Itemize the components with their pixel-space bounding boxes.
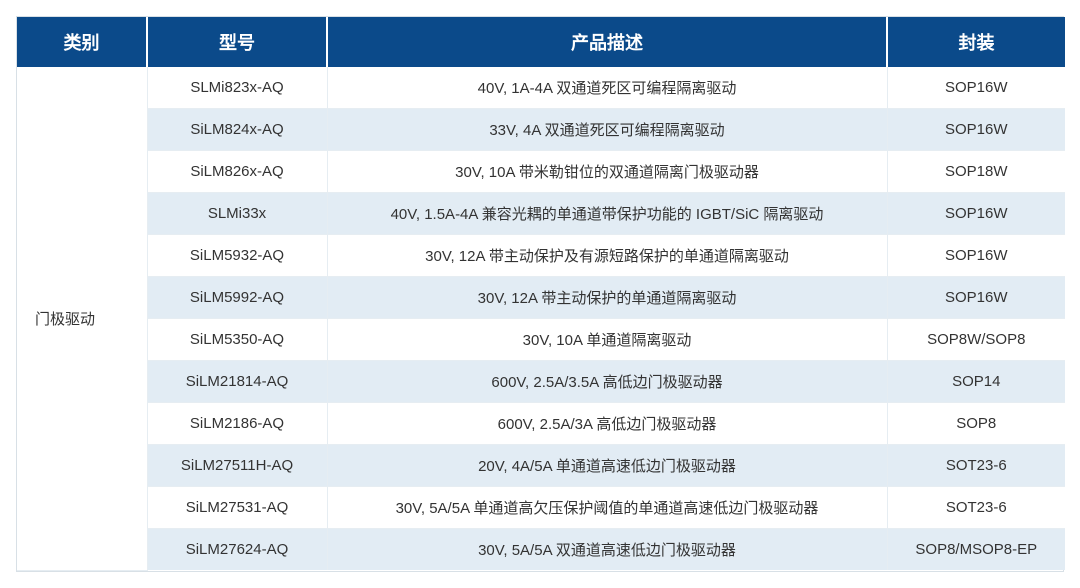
- table-row: SiLM27624-AQ 30V, 5A/5A 双通道高速低边门极驱动器 SOP…: [17, 529, 1065, 571]
- cell-model: SiLM826x-AQ: [147, 151, 327, 193]
- cell-desc: 30V, 12A 带主动保护及有源短路保护的单通道隔离驱动: [327, 235, 887, 277]
- table-body: 门极驱动 SLMi823x-AQ 40V, 1A-4A 双通道死区可编程隔离驱动…: [17, 67, 1065, 570]
- cell-package: SOP18W: [887, 151, 1065, 193]
- table-row: 门极驱动 SLMi823x-AQ 40V, 1A-4A 双通道死区可编程隔离驱动…: [17, 67, 1065, 109]
- cell-desc: 30V, 12A 带主动保护的单通道隔离驱动: [327, 277, 887, 319]
- cell-model: SiLM2186-AQ: [147, 403, 327, 445]
- col-header-category: 类别: [17, 17, 147, 67]
- table-row: SLMi33x 40V, 1.5A-4A 兼容光耦的单通道带保护功能的 IGBT…: [17, 193, 1065, 235]
- cell-desc: 40V, 1A-4A 双通道死区可编程隔离驱动: [327, 67, 887, 109]
- cell-desc: 30V, 10A 带米勒钳位的双通道隔离门极驱动器: [327, 151, 887, 193]
- col-header-desc: 产品描述: [327, 17, 887, 67]
- table-row: SiLM21814-AQ 600V, 2.5A/3.5A 高低边门极驱动器 SO…: [17, 361, 1065, 403]
- table-row: SiLM5932-AQ 30V, 12A 带主动保护及有源短路保护的单通道隔离驱…: [17, 235, 1065, 277]
- cell-desc: 20V, 4A/5A 单通道高速低边门极驱动器: [327, 445, 887, 487]
- cell-model: SiLM5932-AQ: [147, 235, 327, 277]
- product-table: 类别 型号 产品描述 封装 门极驱动 SLMi823x-AQ 40V, 1A-4…: [17, 17, 1065, 571]
- cell-package: SOP16W: [887, 235, 1065, 277]
- table-row: SiLM824x-AQ 33V, 4A 双通道死区可编程隔离驱动 SOP16W: [17, 109, 1065, 151]
- category-cell: 门极驱动: [17, 67, 147, 570]
- table-row: SiLM27511H-AQ 20V, 4A/5A 单通道高速低边门极驱动器 SO…: [17, 445, 1065, 487]
- table-row: SiLM5992-AQ 30V, 12A 带主动保护的单通道隔离驱动 SOP16…: [17, 277, 1065, 319]
- cell-package: SOP16W: [887, 109, 1065, 151]
- col-header-package: 封装: [887, 17, 1065, 67]
- table-row: SiLM826x-AQ 30V, 10A 带米勒钳位的双通道隔离门极驱动器 SO…: [17, 151, 1065, 193]
- table-row: SiLM5350-AQ 30V, 10A 单通道隔离驱动 SOP8W/SOP8: [17, 319, 1065, 361]
- cell-model: SiLM824x-AQ: [147, 109, 327, 151]
- cell-model: SiLM27624-AQ: [147, 529, 327, 571]
- col-header-model: 型号: [147, 17, 327, 67]
- cell-model: SLMi33x: [147, 193, 327, 235]
- cell-package: SOP16W: [887, 277, 1065, 319]
- table-row: SiLM2186-AQ 600V, 2.5A/3A 高低边门极驱动器 SOP8: [17, 403, 1065, 445]
- cell-desc: 600V, 2.5A/3A 高低边门极驱动器: [327, 403, 887, 445]
- cell-model: SiLM27511H-AQ: [147, 445, 327, 487]
- cell-package: SOT23-6: [887, 445, 1065, 487]
- cell-package: SOP8W/SOP8: [887, 319, 1065, 361]
- cell-package: SOT23-6: [887, 487, 1065, 529]
- cell-package: SOP8/MSOP8-EP: [887, 529, 1065, 571]
- cell-model: SiLM5992-AQ: [147, 277, 327, 319]
- cell-package: SOP14: [887, 361, 1065, 403]
- cell-model: SiLM5350-AQ: [147, 319, 327, 361]
- cell-desc: 600V, 2.5A/3.5A 高低边门极驱动器: [327, 361, 887, 403]
- cell-package: SOP16W: [887, 193, 1065, 235]
- cell-model: SiLM27531-AQ: [147, 487, 327, 529]
- product-table-wrapper: 类别 型号 产品描述 封装 门极驱动 SLMi823x-AQ 40V, 1A-4…: [16, 16, 1064, 572]
- table-header: 类别 型号 产品描述 封装: [17, 17, 1065, 67]
- cell-desc: 40V, 1.5A-4A 兼容光耦的单通道带保护功能的 IGBT/SiC 隔离驱…: [327, 193, 887, 235]
- cell-desc: 33V, 4A 双通道死区可编程隔离驱动: [327, 109, 887, 151]
- cell-model: SiLM21814-AQ: [147, 361, 327, 403]
- cell-package: SOP16W: [887, 67, 1065, 109]
- cell-package: SOP8: [887, 403, 1065, 445]
- cell-desc: 30V, 5A/5A 单通道高欠压保护阈值的单通道高速低边门极驱动器: [327, 487, 887, 529]
- cell-desc: 30V, 5A/5A 双通道高速低边门极驱动器: [327, 529, 887, 571]
- table-row: SiLM27531-AQ 30V, 5A/5A 单通道高欠压保护阈值的单通道高速…: [17, 487, 1065, 529]
- cell-model: SLMi823x-AQ: [147, 67, 327, 109]
- cell-desc: 30V, 10A 单通道隔离驱动: [327, 319, 887, 361]
